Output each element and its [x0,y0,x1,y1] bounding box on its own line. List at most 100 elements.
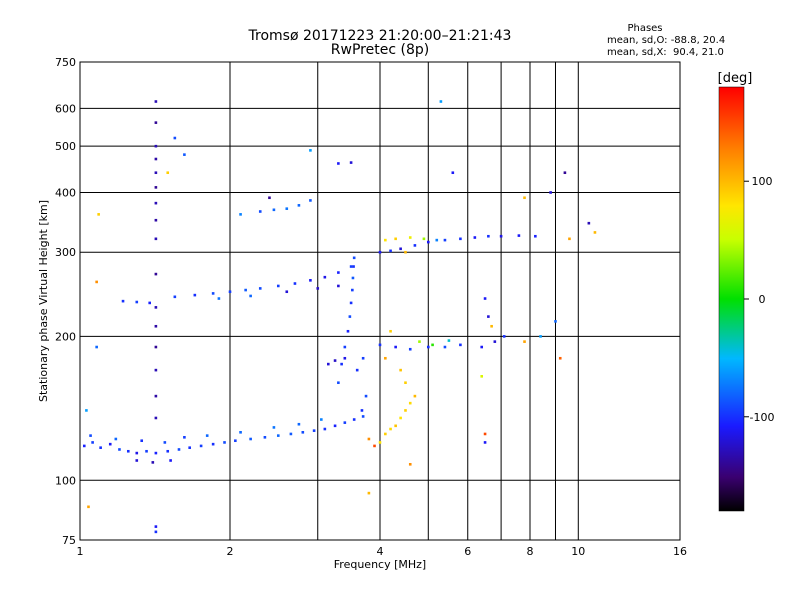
data-point [145,449,148,453]
colorbar-gradient [719,87,744,511]
data-point [114,437,118,441]
stats-x-line: mean, sd,X: 90.4, 21.0 [607,47,724,58]
data-point [154,306,158,309]
data-point [349,301,353,305]
data-point [126,449,130,453]
colorbar-tick-label: 100 [752,175,773,188]
data-point [593,231,597,234]
data-point [193,293,197,297]
data-point [367,437,371,441]
x-tick-label: 6 [464,545,471,558]
data-point [154,121,158,124]
data-point [426,240,430,244]
data-point [333,424,337,428]
data-point [493,340,497,343]
y-tick-label: 75 [62,534,76,547]
data-point [166,449,170,453]
data-point [378,343,382,347]
data-point [337,284,340,288]
data-point [276,284,280,288]
data-point [459,343,462,347]
data-point [285,290,289,294]
data-point [384,238,387,242]
data-point [154,530,158,534]
data-point [346,329,350,333]
data-point [211,442,215,446]
data-point [154,416,158,420]
stats-o-line: mean, sd,O: -88.8, 20.4 [607,35,725,46]
data-point [487,315,490,318]
data-point [399,247,402,251]
data-point [85,409,88,412]
data-point [95,345,98,349]
data-point [534,234,537,238]
data-point [177,448,181,451]
data-point [309,279,312,282]
data-point [367,491,371,495]
data-point [447,339,451,342]
data-point [297,422,301,426]
data-point [140,439,144,443]
data-point [490,324,493,328]
data-point [418,340,421,343]
data-point [349,265,353,268]
data-point [360,409,364,412]
data-point [87,505,90,509]
data-point [364,394,368,398]
x-tick-label: 10 [571,545,585,558]
data-point [89,434,92,437]
data-point [384,356,387,360]
data-point [473,236,477,239]
data-point [480,345,484,349]
data-point [173,136,177,140]
data-point [517,234,521,237]
data-point [451,171,455,175]
data-point [355,368,359,372]
y-tick-label: 500 [55,140,76,153]
data-point [272,208,276,212]
data-point [234,439,237,443]
data-point [154,171,158,175]
x-tick-label: 8 [527,545,534,558]
data-point [343,345,347,349]
data-point [99,446,102,449]
data-point [169,459,172,462]
data-point [352,256,356,260]
data-point [154,345,158,349]
data-point [154,272,158,276]
data-point [480,375,484,378]
data-point [413,394,417,398]
y-tick-label: 100 [55,474,76,487]
data-point [82,444,86,448]
data-point [558,356,562,360]
data-point [183,436,186,439]
data-point [487,234,490,238]
data-point [426,345,430,349]
data-point [348,315,352,318]
data-point [483,297,487,300]
data-point [166,171,170,175]
data-point [523,196,526,200]
y-tick-label: 600 [55,102,76,115]
data-point [154,201,158,205]
data-point [249,294,252,298]
data-point [199,444,203,448]
plot-frame [79,61,681,541]
colorbar-ticks: 100 0 -100 [744,175,774,424]
data-point [404,250,407,254]
data-point [163,441,167,444]
data-point [289,432,293,436]
data-point [320,418,323,421]
data-point [323,275,327,279]
colorbar-tick-label: -100 [750,411,775,424]
data-point [244,288,247,292]
y-tick-labels: 75 100 200 300 400 500 600 750 [55,56,76,547]
data-point [211,292,215,295]
data-point [108,442,112,446]
data-point [554,320,557,323]
y-tick-label: 400 [55,186,76,199]
data-point [154,237,158,241]
data-point [309,199,312,202]
data-point [549,191,552,194]
